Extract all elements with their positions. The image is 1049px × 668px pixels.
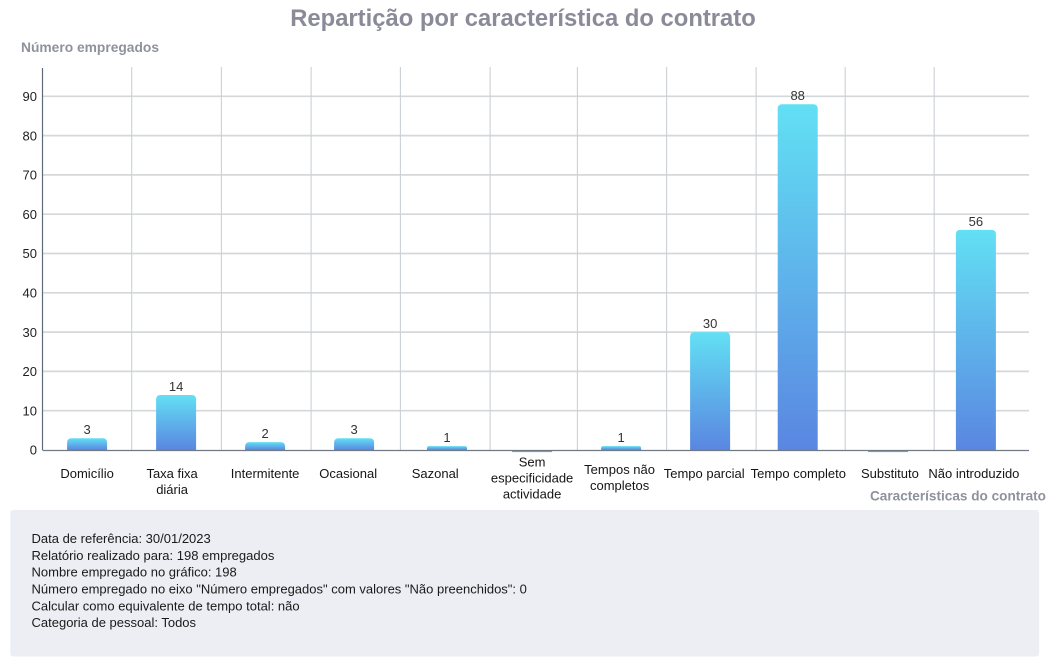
svg-text:70: 70 xyxy=(23,168,37,183)
svg-text:diária: diária xyxy=(156,482,189,497)
svg-text:Número empregado no eixo "Núme: Número empregado no eixo "Número emprega… xyxy=(32,582,527,597)
svg-text:Tempo completo: Tempo completo xyxy=(751,466,846,481)
svg-text:88: 88 xyxy=(790,88,804,103)
svg-text:3: 3 xyxy=(83,422,90,437)
svg-text:40: 40 xyxy=(23,286,37,301)
svg-text:3: 3 xyxy=(350,422,357,437)
svg-text:80: 80 xyxy=(23,128,37,143)
svg-text:1: 1 xyxy=(443,430,450,445)
svg-text:2: 2 xyxy=(261,426,268,441)
svg-text:Relatório realizado para: 198: Relatório realizado para: 198 empregados xyxy=(32,548,275,563)
svg-text:Sazonal: Sazonal xyxy=(412,466,459,481)
svg-text:0: 0 xyxy=(30,443,37,458)
svg-text:Ocasional: Ocasional xyxy=(319,466,377,481)
svg-text:actividade: actividade xyxy=(503,487,562,502)
svg-text:30: 30 xyxy=(23,325,37,340)
svg-text:Taxa fixa: Taxa fixa xyxy=(146,466,198,481)
svg-text:90: 90 xyxy=(23,89,37,104)
svg-text:Domicílio: Domicílio xyxy=(60,466,113,481)
svg-text:Não introduzido: Não introduzido xyxy=(928,466,1019,481)
svg-text:20: 20 xyxy=(23,364,37,379)
svg-text:Calcular como equivalente de t: Calcular como equivalente de tempo total… xyxy=(32,598,300,613)
svg-text:Nombre empregado no gráfico: 1: Nombre empregado no gráfico: 198 xyxy=(32,565,237,580)
svg-text:completos: completos xyxy=(590,478,650,493)
svg-text:Características do contrato: Características do contrato xyxy=(870,489,1046,504)
svg-text:Sem: Sem xyxy=(519,455,546,470)
svg-text:50: 50 xyxy=(23,246,37,261)
svg-text:Tempos não: Tempos não xyxy=(584,462,655,477)
svg-text:30: 30 xyxy=(703,316,717,331)
svg-text:Número empregados: Número empregados xyxy=(21,40,159,55)
svg-text:60: 60 xyxy=(23,207,37,222)
svg-text:Data de referência: 30/01/2023: Data de referência: 30/01/2023 xyxy=(32,531,211,546)
svg-text:10: 10 xyxy=(23,403,37,418)
svg-text:Categoria de pessoal: Todos: Categoria de pessoal: Todos xyxy=(32,615,197,630)
svg-text:Repartição por característica: Repartição por característica do contrat… xyxy=(290,5,756,32)
svg-text:Tempo parcial: Tempo parcial xyxy=(664,466,745,481)
svg-text:Substituto: Substituto xyxy=(861,466,919,481)
svg-text:especificidade: especificidade xyxy=(491,471,573,486)
svg-text:14: 14 xyxy=(169,379,183,394)
svg-text:56: 56 xyxy=(969,214,983,229)
svg-text:1: 1 xyxy=(617,430,624,445)
svg-text:Intermitente: Intermitente xyxy=(231,466,300,481)
